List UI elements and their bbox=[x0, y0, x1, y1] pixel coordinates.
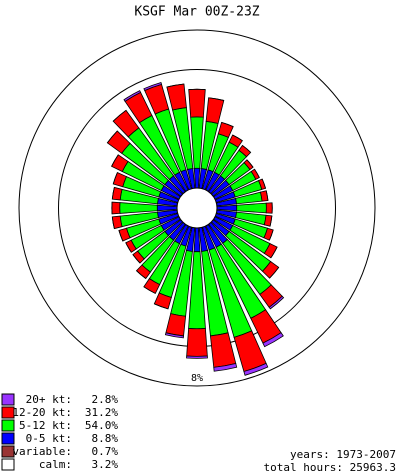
legend-share: 0.7% bbox=[92, 445, 119, 458]
ring-label: 8% bbox=[191, 373, 203, 384]
petal-segment bbox=[261, 178, 266, 189]
legend-label: 0-5 kt: bbox=[26, 432, 72, 445]
chart-title: KSGF Mar 00Z-23Z bbox=[134, 5, 259, 20]
petal-segment bbox=[106, 130, 118, 144]
legend-swatch bbox=[1, 419, 15, 432]
petal-segment bbox=[111, 201, 121, 215]
legend-swatch bbox=[1, 393, 15, 406]
petal-segment bbox=[246, 159, 254, 168]
petal-segment bbox=[125, 242, 132, 253]
legend-share: 8.8% bbox=[92, 432, 119, 445]
petal-segment bbox=[164, 332, 184, 339]
petal-segment bbox=[190, 116, 204, 169]
legend-label: 12-20 kt: bbox=[12, 406, 72, 419]
petal-segment bbox=[143, 286, 156, 294]
petal-segment bbox=[205, 97, 225, 124]
petal-segment bbox=[156, 204, 178, 212]
ring bbox=[18, 29, 376, 387]
legend-label: variable: bbox=[12, 445, 72, 458]
petal-segment bbox=[265, 202, 273, 214]
petal-segment bbox=[188, 88, 206, 118]
petal-segment bbox=[193, 167, 201, 189]
legend-label: calm: bbox=[39, 458, 72, 471]
petal-segment bbox=[236, 202, 267, 214]
petal-segment bbox=[268, 295, 285, 310]
legend-swatch bbox=[1, 406, 15, 419]
calm-circle bbox=[176, 187, 218, 229]
petal-segment bbox=[111, 154, 119, 167]
petal-segment bbox=[165, 313, 187, 337]
legend-swatch bbox=[1, 432, 15, 445]
legend-label: 20+ kt: bbox=[26, 393, 72, 406]
petal-segment bbox=[136, 270, 147, 279]
petal-segment bbox=[166, 83, 187, 111]
petal-segment bbox=[123, 90, 142, 102]
petal-segment bbox=[186, 328, 208, 357]
petal-segment bbox=[216, 204, 238, 212]
legend-share: 54.0% bbox=[85, 419, 118, 432]
legend-swatch bbox=[1, 445, 15, 458]
petal-segment bbox=[262, 332, 284, 348]
footer-text: total hours: 25963.3 bbox=[264, 461, 396, 474]
petal-segment bbox=[270, 246, 278, 259]
petal-segment bbox=[243, 362, 269, 376]
petal-segment bbox=[186, 355, 208, 359]
footer-text: years: 1973-2007 bbox=[290, 448, 396, 461]
petal-segment bbox=[118, 230, 124, 242]
petal-segment bbox=[221, 121, 234, 127]
legend-share: 3.2% bbox=[92, 458, 119, 471]
petal-segment bbox=[232, 134, 243, 141]
petal-segment bbox=[210, 332, 237, 368]
legend-share: 2.8% bbox=[92, 393, 119, 406]
petal-segment bbox=[119, 202, 158, 214]
petal-segment bbox=[143, 81, 163, 92]
legend-share: 31.2% bbox=[85, 406, 118, 419]
petal-segment bbox=[213, 362, 238, 372]
legend-swatch bbox=[1, 458, 15, 471]
legend-label: 5-12 kt: bbox=[19, 419, 72, 432]
